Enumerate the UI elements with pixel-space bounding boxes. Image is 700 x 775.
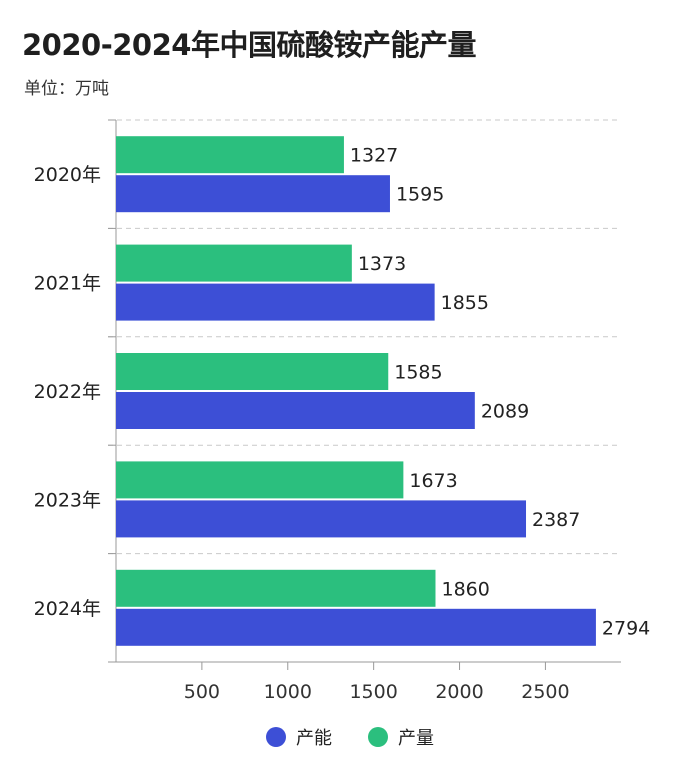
- value-label-output: 1585: [394, 362, 442, 384]
- bar-output: [116, 569, 436, 607]
- x-tick-label: 500: [184, 681, 220, 703]
- category-label: 2022年: [34, 381, 101, 403]
- category-label: 2020年: [34, 164, 101, 186]
- unit-label: 单位：万吨: [24, 79, 109, 99]
- bar-output: [116, 244, 352, 282]
- value-label-capacity: 2794: [602, 617, 650, 639]
- bar-output: [116, 136, 344, 174]
- value-label-capacity: 2387: [532, 509, 580, 531]
- legend-swatch-capacity: [266, 727, 286, 747]
- value-label-capacity: 1855: [441, 292, 489, 314]
- bar-capacity: [116, 500, 527, 538]
- x-tick-label: 1000: [264, 681, 312, 703]
- legend-swatch-output: [368, 727, 388, 747]
- x-tick-label: 2500: [521, 681, 569, 703]
- bar-capacity: [116, 392, 475, 429]
- value-label-capacity: 1595: [396, 184, 444, 206]
- legend: 产能 产量: [0, 724, 700, 750]
- legend-label-capacity: 产能: [296, 728, 332, 749]
- bar-output: [116, 461, 404, 499]
- bar-capacity: [116, 175, 390, 213]
- value-label-output: 1860: [441, 578, 489, 600]
- value-label-output: 1673: [409, 470, 457, 492]
- value-label-output: 1327: [350, 145, 398, 167]
- bar-capacity: [116, 283, 435, 321]
- bar-output: [116, 353, 389, 390]
- category-label: 2024年: [34, 598, 101, 620]
- bar-capacity: [116, 608, 596, 646]
- x-tick-label: 2000: [435, 681, 483, 703]
- chart-title: 2020-2024年中国硫酸铵产能产量: [22, 28, 476, 62]
- x-tick-label: 1500: [349, 681, 397, 703]
- bar-chart: 500 1000 1500 2000 2500 2020年 1327 1595 2021年 137…: [34, 119, 650, 703]
- legend-item-capacity[interactable]: 产能: [266, 724, 332, 750]
- value-label-capacity: 2089: [481, 401, 529, 423]
- value-label-output: 1373: [358, 253, 406, 275]
- category-label: 2023年: [34, 489, 101, 511]
- legend-item-output[interactable]: 产量: [368, 724, 434, 750]
- category-label: 2021年: [34, 273, 101, 295]
- legend-label-output: 产量: [398, 728, 434, 749]
